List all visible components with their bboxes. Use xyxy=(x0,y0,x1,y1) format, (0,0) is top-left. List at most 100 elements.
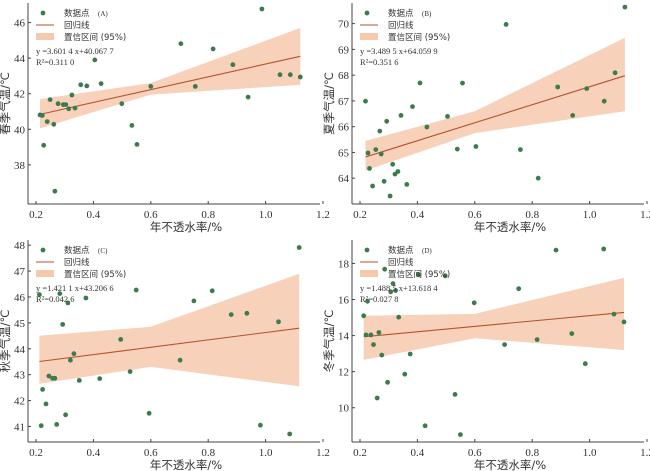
legend-point-marker xyxy=(364,247,370,253)
y-tick-label: 70 xyxy=(338,19,350,31)
data-point xyxy=(473,144,479,149)
confidence-band xyxy=(40,27,301,129)
data-point xyxy=(367,166,372,171)
legend-points-label: 数据点 xyxy=(388,245,414,256)
legend-band-marker xyxy=(360,270,378,277)
legend-band-label: 置信区间 (95%) xyxy=(388,32,450,43)
data-point xyxy=(417,80,423,86)
data-point xyxy=(129,123,135,128)
data-point xyxy=(259,6,265,12)
data-point xyxy=(78,82,84,88)
data-point xyxy=(378,151,384,157)
data-point xyxy=(98,81,104,86)
y-tick-label: 64 xyxy=(338,173,350,185)
x-tick-label: 0.2 xyxy=(353,447,367,459)
y-tick-label: 66 xyxy=(338,122,350,134)
data-point xyxy=(611,311,617,317)
legend-point-marker xyxy=(364,10,370,16)
x-tick-label: 0.8 xyxy=(201,447,215,459)
panel-label: (D) xyxy=(422,247,432,255)
legend-points-label: 数据点 xyxy=(64,245,90,256)
data-point xyxy=(534,337,540,342)
data-point xyxy=(452,392,458,397)
data-point xyxy=(518,147,523,153)
data-point xyxy=(424,124,430,130)
data-point xyxy=(371,342,376,347)
data-point xyxy=(445,114,450,119)
data-point xyxy=(63,102,69,107)
data-point xyxy=(388,289,394,295)
x-tick-label: 0.6 xyxy=(144,209,158,221)
data-point xyxy=(553,247,559,253)
y-tick-label: 40 xyxy=(14,124,26,136)
y-tick-label: 65 xyxy=(338,147,350,159)
data-point xyxy=(569,331,575,336)
panel-d: 0.2 0.4 0.6 0.8 1.0 1.2 10 12 14 16 18 年不透水率/% 冬季气温/… xyxy=(322,240,650,471)
data-point xyxy=(296,245,302,250)
y-tick-label: 46 xyxy=(14,18,26,30)
data-point xyxy=(407,351,413,357)
data-point xyxy=(396,314,402,320)
data-point xyxy=(119,101,125,107)
data-point xyxy=(192,84,198,89)
legend-line-label: 回归线 xyxy=(388,20,414,31)
data-point xyxy=(442,273,448,279)
x-tick-label: 1.0 xyxy=(583,209,597,221)
regression-line xyxy=(39,55,301,115)
data-point xyxy=(376,330,382,335)
panel-a: 0.2 0.4 0.6 0.8 1.0 1.2 38 40 42 44 46 年不透水率/% 春季气温/… xyxy=(0,3,330,234)
data-point xyxy=(393,288,398,293)
regression-equation: y =1.488 5 x+13.618 4 xyxy=(360,283,438,293)
y-tick-label: 44 xyxy=(14,53,26,65)
data-point xyxy=(365,150,371,156)
y-tick-label: 67 xyxy=(338,96,350,108)
x-axis-title: 年不透水率/% xyxy=(150,220,222,234)
y-tick-label: 12 xyxy=(338,367,349,379)
data-point xyxy=(365,298,370,304)
legend-band-label: 置信区间 (95%) xyxy=(388,269,450,280)
confidence-band xyxy=(363,277,624,360)
panel-label: (C) xyxy=(98,247,108,255)
x-tick-label: 1.2 xyxy=(316,447,330,459)
data-point xyxy=(368,332,374,338)
data-point xyxy=(570,113,576,118)
y-tick-label: 43 xyxy=(14,370,26,382)
data-point xyxy=(84,83,90,89)
x-tick-label: 0.8 xyxy=(525,209,539,221)
regression-line xyxy=(365,75,626,158)
data-point xyxy=(395,169,401,174)
data-point xyxy=(72,105,78,111)
x-tick-label: 0.6 xyxy=(144,447,158,459)
data-point xyxy=(258,422,263,428)
x-tick-label: 1.2 xyxy=(316,209,330,221)
legend-line-label: 回归线 xyxy=(64,20,90,31)
data-point xyxy=(66,106,72,112)
y-tick-label: 69 xyxy=(338,44,350,56)
legend-band-label: 置信区间 (95%) xyxy=(64,32,126,43)
confidence-band xyxy=(39,273,300,387)
legend-band-marker xyxy=(360,33,378,40)
y-tick-label: 41 xyxy=(14,421,25,433)
data-point xyxy=(601,98,607,104)
data-point xyxy=(363,98,368,104)
data-point xyxy=(410,104,415,109)
data-point xyxy=(460,80,465,86)
data-point xyxy=(76,378,82,383)
data-point xyxy=(404,182,410,187)
data-point xyxy=(51,121,57,127)
data-point xyxy=(65,300,71,306)
x-tick-label: 1.0 xyxy=(259,447,273,459)
data-point xyxy=(245,94,251,100)
confidence-band xyxy=(365,37,625,171)
data-point xyxy=(146,410,152,416)
x-tick-label: 0.6 xyxy=(468,447,482,459)
data-point xyxy=(43,401,49,407)
data-point xyxy=(363,332,369,338)
data-point xyxy=(41,142,47,148)
x-axis-title: 年不透水率/% xyxy=(150,458,222,471)
x-tick-label: 0.8 xyxy=(201,209,215,221)
data-point xyxy=(209,288,215,294)
data-point xyxy=(55,101,61,107)
panel-b: 0.2 0.4 0.6 0.8 1.0 1.2 64 65 66 67 68 69 70 年不透水率/% 夏… xyxy=(322,3,650,234)
x-tick-label: 0.4 xyxy=(411,209,425,221)
